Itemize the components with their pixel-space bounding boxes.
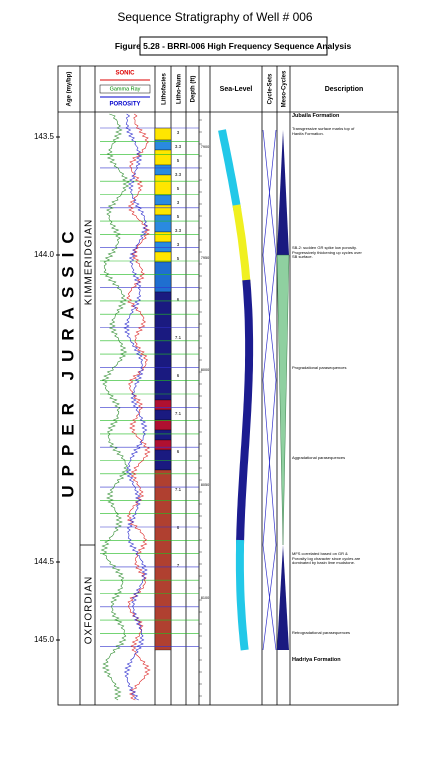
depth-header: Depth (ft) bbox=[191, 76, 197, 103]
description: MFS correlated based on GR & Porosity lo… bbox=[292, 552, 361, 566]
litho-num: 3.3 bbox=[175, 228, 182, 233]
lithofacies-block bbox=[154, 409, 172, 421]
sea-level-header: Sea-Level bbox=[220, 86, 253, 93]
age-tick-label: 144.0 bbox=[34, 250, 55, 259]
litho-num: 5 bbox=[177, 158, 180, 163]
lithofacies-header: Lithofacies bbox=[162, 73, 168, 105]
stage-label: KIMMERIDGIAN bbox=[84, 219, 95, 305]
description-header: Description bbox=[325, 86, 364, 93]
litho-num: 6 bbox=[177, 449, 180, 454]
description: Progradational parasequences bbox=[292, 366, 347, 370]
period-label: UPPER JURASSIC bbox=[58, 222, 77, 497]
sea-level-curve bbox=[235, 539, 249, 651]
litho-num: 7.1 bbox=[175, 487, 182, 492]
description: Aggradational parasequences bbox=[292, 456, 346, 460]
caption-box bbox=[139, 36, 328, 56]
lithofacies-block bbox=[154, 214, 172, 233]
lithofacies-block bbox=[154, 291, 172, 401]
meso-cycles-header: Meso-Cycles bbox=[282, 70, 288, 107]
lithofacies-block bbox=[154, 194, 172, 206]
lithofacies-block bbox=[154, 399, 172, 411]
depth-tick-label: 8050 bbox=[201, 483, 209, 487]
drawing: 143.5 144.0 144.5 145.0 7900 7950 8000 8050 8100… bbox=[34, 113, 362, 701]
description: Hadriya Formation bbox=[292, 657, 341, 663]
lithofacies-block bbox=[154, 469, 172, 651]
gamma-ray-log bbox=[100, 113, 130, 701]
frame bbox=[57, 65, 399, 706]
litho-num: 3 bbox=[177, 242, 180, 247]
sea-level-curve bbox=[232, 204, 251, 286]
porosity-header: POROSITY bbox=[109, 102, 140, 108]
litho-num: 5 bbox=[177, 256, 180, 261]
stage-label: OXFORDIAN bbox=[84, 576, 95, 644]
meso-cycle bbox=[276, 254, 290, 546]
litho-num: 7.1 bbox=[175, 335, 182, 340]
description-text: SB-2: sudden GR spike low porosity. Prog… bbox=[292, 246, 362, 260]
description-text: MFS correlated based on GR & Porosity lo… bbox=[292, 552, 361, 566]
age-tick-label: 143.5 bbox=[34, 132, 55, 141]
age-tick-label: 145.0 bbox=[34, 635, 55, 644]
litho-num: 6 bbox=[177, 373, 180, 378]
description-text: Progradational parasequences bbox=[292, 366, 347, 370]
description: Retrogradational parasequences bbox=[292, 631, 351, 635]
litho-num: 7 bbox=[177, 563, 180, 568]
lithofacies-block bbox=[154, 439, 172, 451]
meso-cycle bbox=[277, 545, 289, 650]
sonic-header: SONIC bbox=[115, 71, 135, 77]
cycle-sets-header: Cycle-Sets bbox=[268, 73, 274, 104]
description-text: Retrogradational parasequences bbox=[292, 631, 351, 635]
litho-num: 3.3 bbox=[175, 172, 182, 177]
litho-num: 5 bbox=[177, 214, 180, 219]
depth-tick-label: 7950 bbox=[201, 256, 209, 260]
description: Jubaila Formation bbox=[292, 113, 340, 119]
lithofacies-block bbox=[154, 231, 172, 243]
caption: Figure 5.28 - BRRI-006 High Frequency Se… bbox=[115, 41, 352, 51]
porosity-log bbox=[123, 113, 149, 701]
gamma-header: Gamma Ray bbox=[110, 86, 141, 92]
meso-cycle bbox=[277, 130, 289, 255]
cycle-set bbox=[262, 129, 277, 651]
lithofacies-block bbox=[154, 174, 172, 196]
litho-num: 5 bbox=[177, 186, 180, 191]
lithofacies-block bbox=[154, 204, 172, 216]
cycle-set bbox=[262, 129, 277, 651]
litho-num: 3.3 bbox=[175, 144, 182, 149]
lithofacies-block bbox=[154, 419, 172, 431]
description-text: Transgressive surface marks top of Hanif… bbox=[292, 127, 355, 136]
litho-num: 3 bbox=[177, 130, 180, 135]
lithofacies-block bbox=[154, 251, 172, 263]
litho-num-header: Litho-Num bbox=[177, 74, 183, 104]
description-text: Jubaila Formation bbox=[292, 113, 340, 119]
lithofacies-block bbox=[154, 429, 172, 441]
lithofacies-block bbox=[154, 449, 172, 471]
gamma-key bbox=[99, 84, 151, 94]
litho-num: 6 bbox=[177, 297, 180, 302]
sonic-log bbox=[126, 113, 151, 701]
depth-tick-label: 8000 bbox=[201, 368, 209, 372]
description-text: Hadriya Formation bbox=[292, 657, 341, 663]
description: Transgressive surface marks top of Hanif… bbox=[292, 127, 355, 136]
sea-level-curve bbox=[218, 129, 242, 211]
lithofacies-block bbox=[154, 149, 172, 166]
description: SB-2: sudden GR spike low porosity. Prog… bbox=[292, 246, 362, 260]
litho-num: 6 bbox=[177, 525, 180, 530]
depth-tick-label: 7900 bbox=[201, 145, 209, 149]
depth-tick-label: 8100 bbox=[201, 596, 209, 600]
sea-level-curve bbox=[236, 279, 254, 546]
age-tick-label: 144.5 bbox=[34, 557, 55, 566]
age-header: Age (my/bp) bbox=[67, 72, 73, 107]
lithofacies-block bbox=[154, 127, 172, 141]
description-text: Aggradational parasequences bbox=[292, 456, 346, 460]
lithofacies-block bbox=[154, 164, 172, 176]
litho-num: 7.1 bbox=[175, 411, 182, 416]
title: Sequence Stratigraphy of Well # 006 bbox=[117, 10, 313, 24]
litho-num: 3 bbox=[177, 200, 180, 205]
lithofacies-block bbox=[154, 241, 172, 253]
